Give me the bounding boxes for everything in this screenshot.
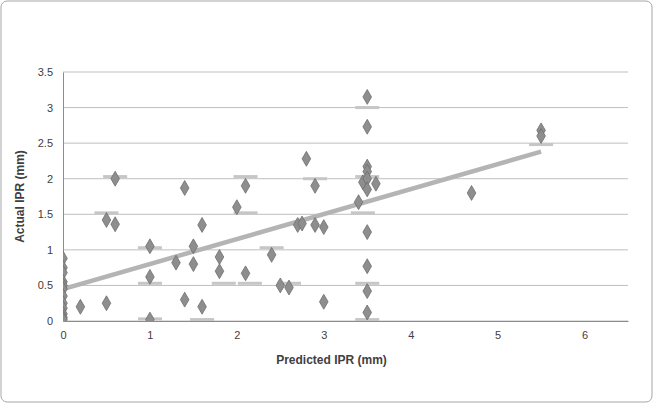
scatter-point: [180, 181, 189, 196]
scatter-point: [189, 257, 198, 272]
x-tick-label: 5: [495, 329, 501, 341]
y-tick: 2.5: [38, 137, 63, 149]
x-tick: 5: [495, 321, 501, 341]
chart-frame: [1, 1, 652, 402]
x-axis: 0 1 2 3 4 5 6: [60, 321, 628, 341]
scatter-point: [233, 200, 242, 215]
y-tick: 0: [47, 315, 63, 327]
scatter-point: [363, 225, 372, 240]
y-grid-line: [63, 178, 628, 179]
y-tick: 1.5: [38, 208, 63, 220]
x-axis-title: Predicted IPR (mm): [276, 353, 387, 367]
scatter-point: [363, 259, 372, 274]
scatter-point: [363, 182, 372, 197]
scatter-point: [285, 280, 294, 295]
grid: [63, 72, 628, 321]
dash-point: [212, 282, 236, 285]
y-tick: 2: [47, 173, 63, 185]
scatter-point: [302, 151, 311, 166]
scatter-point: [267, 247, 276, 262]
scatter-point: [198, 299, 207, 314]
y-axis: 0 0.5 1 1.5 2 2.5 3 3.5: [38, 66, 64, 327]
scatter-point: [146, 239, 155, 254]
plot-marks: [63, 89, 553, 321]
x-axis-line: [64, 321, 629, 322]
x-tick: 2: [234, 321, 240, 341]
chart-svg: 0 1 2 3 4 5 6 0 0.5 1 1.5 2 2.5 3 3.5 Predicted IPR (mm…: [0, 0, 653, 403]
y-grid-line: [63, 72, 628, 73]
scatter-point: [172, 255, 181, 270]
x-tick-label: 3: [321, 329, 327, 341]
x-tick-label: 4: [408, 329, 414, 341]
scatter-point: [215, 250, 224, 265]
y-tick: 3.5: [38, 66, 63, 78]
y-tick: 0.5: [38, 279, 63, 291]
x-tick: 4: [408, 321, 414, 341]
chart-container: 0 1 2 3 4 5 6 0 0.5 1 1.5 2 2.5 3 3.5 Predicted IPR (mm…: [0, 0, 653, 403]
series-scatter: [63, 89, 545, 321]
scatter-point: [363, 89, 372, 104]
scatter-point: [319, 220, 328, 235]
scatter-point: [467, 185, 476, 200]
scatter-point: [111, 217, 120, 232]
y-tick-label: 1: [47, 244, 53, 256]
scatter-point: [537, 129, 546, 144]
scatter-point: [298, 216, 307, 231]
scatter-point: [241, 266, 250, 281]
y-grid-line: [63, 214, 628, 215]
y-tick-label: 0.5: [38, 279, 53, 291]
scatter-point: [215, 264, 224, 279]
scatter-point: [63, 312, 67, 321]
scatter-point: [180, 292, 189, 307]
y-grid-line: [63, 285, 628, 286]
scatter-point: [111, 171, 120, 186]
scatter-point: [102, 213, 111, 228]
dash-point: [355, 106, 379, 109]
scatter-point: [146, 269, 155, 284]
scatter-point: [311, 178, 320, 193]
scatter-point: [189, 239, 198, 254]
scatter-point: [241, 178, 250, 193]
scatter-point: [146, 312, 155, 321]
scatter-point: [311, 218, 320, 233]
y-tick-label: 1.5: [38, 208, 53, 220]
scatter-point: [319, 294, 328, 309]
y-tick-label: 0: [47, 315, 53, 327]
x-tick-label: 0: [60, 329, 66, 341]
scatter-point: [76, 299, 85, 314]
x-tick-label: 2: [234, 329, 240, 341]
y-tick: 1: [47, 244, 63, 256]
y-tick: 3: [47, 102, 63, 114]
dash-point: [190, 318, 214, 321]
dash-point: [351, 211, 375, 214]
x-tick-label: 6: [582, 329, 588, 341]
y-tick-label: 3: [47, 102, 53, 114]
scatter-point: [363, 284, 372, 299]
y-grid-line: [63, 107, 628, 108]
scatter-point: [354, 195, 363, 210]
series-line: [63, 152, 541, 289]
x-tick: 6: [582, 321, 588, 341]
y-tick-label: 2.5: [38, 137, 53, 149]
x-tick-label: 1: [147, 329, 153, 341]
y-tick-label: 2: [47, 173, 53, 185]
scatter-point: [372, 176, 381, 191]
y-axis-title: Actual IPR (mm): [13, 150, 27, 243]
scatter-point: [363, 119, 372, 134]
dash-point: [238, 282, 262, 285]
scatter-point: [276, 278, 285, 293]
scatter-point: [102, 296, 111, 311]
x-tick: 1: [147, 321, 153, 341]
x-tick: 3: [321, 321, 327, 341]
scatter-point: [363, 305, 372, 320]
scatter-point: [198, 218, 207, 233]
trend-line: [63, 152, 541, 289]
x-tick: 0: [60, 321, 66, 341]
y-tick-label: 3.5: [38, 66, 53, 78]
